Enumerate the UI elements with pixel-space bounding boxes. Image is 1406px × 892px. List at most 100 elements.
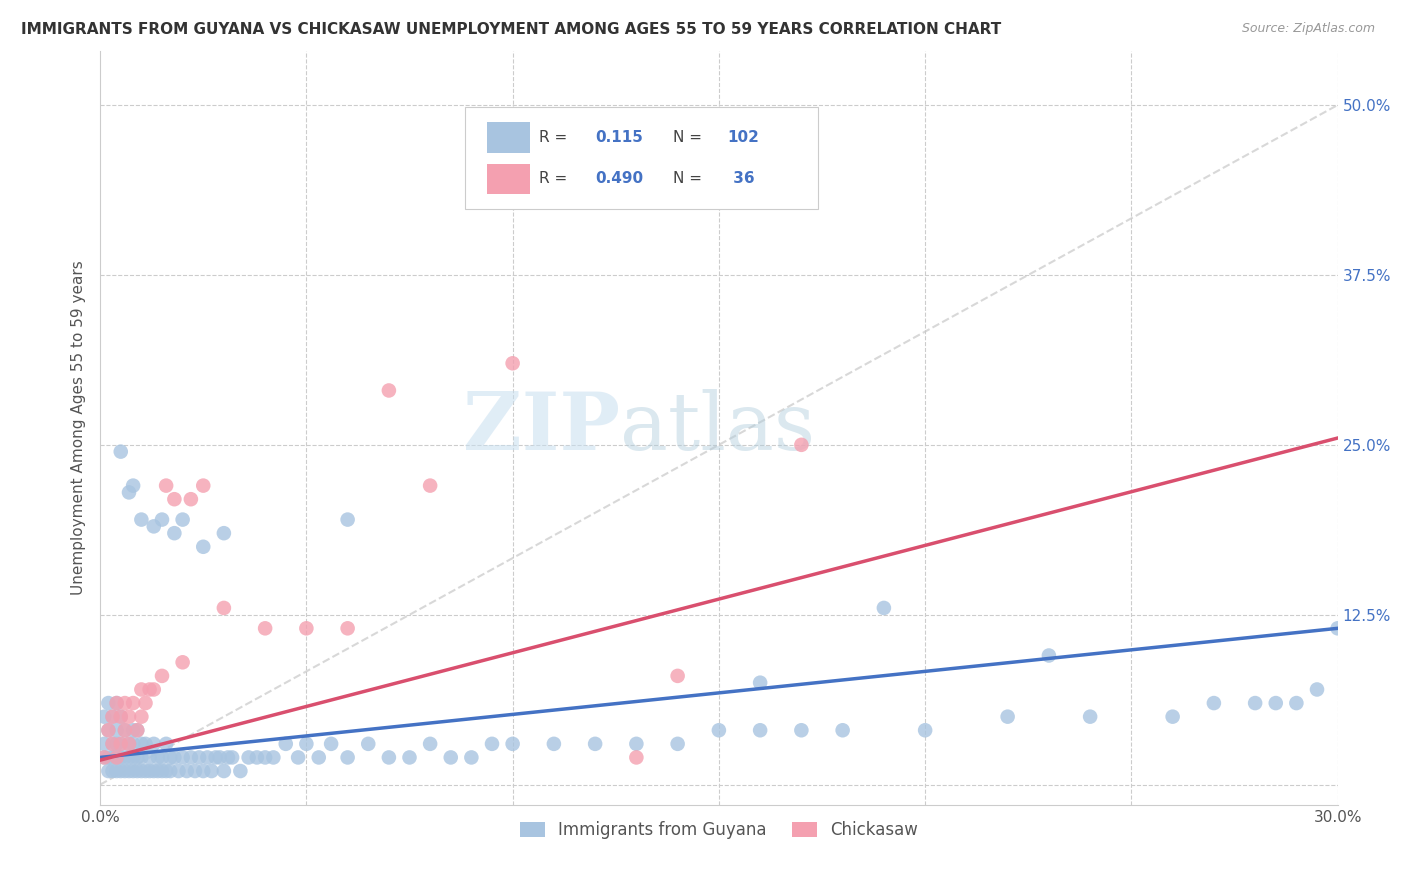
Point [246, 750, 269, 764]
Point [110, 764, 132, 778]
Point [666, 737, 689, 751]
Point [114, 764, 136, 778]
Point [105, 723, 128, 738]
Text: R =: R = [540, 130, 568, 145]
Point [378, 384, 401, 398]
Point [440, 750, 463, 764]
Point [790, 723, 813, 738]
Point [155, 737, 177, 751]
Point [101, 709, 124, 723]
Point [118, 485, 141, 500]
FancyBboxPatch shape [488, 164, 530, 194]
Point [172, 750, 194, 764]
Point [212, 764, 235, 778]
Point [101, 737, 124, 751]
Point [707, 723, 730, 738]
Point [122, 764, 145, 778]
Point [127, 764, 149, 778]
Point [122, 478, 145, 492]
Text: N =: N = [673, 171, 702, 186]
Text: 0.115: 0.115 [595, 130, 643, 145]
Point [193, 540, 215, 554]
Point [150, 750, 173, 764]
Text: Source: ZipAtlas.com: Source: ZipAtlas.com [1241, 22, 1375, 36]
Point [749, 723, 772, 738]
Point [873, 601, 896, 615]
Point [274, 737, 297, 751]
Point [114, 723, 136, 738]
Point [287, 750, 309, 764]
Point [114, 723, 136, 738]
Point [110, 737, 132, 751]
Point [749, 675, 772, 690]
Point [118, 750, 141, 764]
Point [1078, 709, 1101, 723]
Y-axis label: Unemployment Among Ages 55 to 59 years: Unemployment Among Ages 55 to 59 years [72, 260, 86, 595]
Point [217, 750, 239, 764]
Point [997, 709, 1019, 723]
Point [105, 696, 128, 710]
Legend: Immigrants from Guyana, Chickasaw: Immigrants from Guyana, Chickasaw [513, 814, 925, 846]
Point [122, 737, 145, 751]
Point [378, 750, 401, 764]
Point [110, 709, 132, 723]
Point [131, 709, 153, 723]
Point [176, 764, 198, 778]
Point [118, 737, 141, 751]
Point [481, 737, 503, 751]
Point [155, 478, 177, 492]
Point [138, 764, 160, 778]
Point [1161, 709, 1184, 723]
Point [97, 696, 120, 710]
Point [914, 723, 936, 738]
Point [155, 764, 177, 778]
Point [150, 669, 173, 683]
Point [212, 601, 235, 615]
Point [200, 764, 222, 778]
Point [212, 526, 235, 541]
Point [122, 696, 145, 710]
Point [163, 526, 186, 541]
Point [118, 737, 141, 751]
Point [336, 512, 359, 526]
Point [105, 750, 128, 764]
Point [543, 737, 565, 751]
Text: ZIP: ZIP [463, 389, 620, 467]
Point [502, 356, 524, 370]
Point [131, 750, 153, 764]
Point [105, 737, 128, 751]
Point [110, 737, 132, 751]
Point [114, 696, 136, 710]
Point [127, 750, 149, 764]
Point [159, 764, 181, 778]
Point [97, 723, 120, 738]
Point [138, 682, 160, 697]
Point [97, 750, 120, 764]
Point [118, 764, 141, 778]
Point [97, 723, 120, 738]
Point [142, 519, 165, 533]
Point [188, 750, 211, 764]
Point [127, 723, 149, 738]
Point [308, 750, 330, 764]
Point [110, 750, 132, 764]
Point [93, 750, 115, 764]
Point [195, 750, 218, 764]
Point [163, 750, 186, 764]
Point [122, 723, 145, 738]
Point [159, 750, 181, 764]
Point [208, 750, 231, 764]
FancyBboxPatch shape [488, 122, 530, 153]
Point [398, 750, 420, 764]
Point [831, 723, 853, 738]
Point [150, 512, 173, 526]
Point [419, 478, 441, 492]
Text: atlas: atlas [620, 389, 815, 467]
Point [184, 764, 207, 778]
Point [666, 669, 689, 683]
Point [134, 696, 156, 710]
Point [93, 737, 115, 751]
Point [142, 682, 165, 697]
Point [101, 709, 124, 723]
Point [142, 764, 165, 778]
